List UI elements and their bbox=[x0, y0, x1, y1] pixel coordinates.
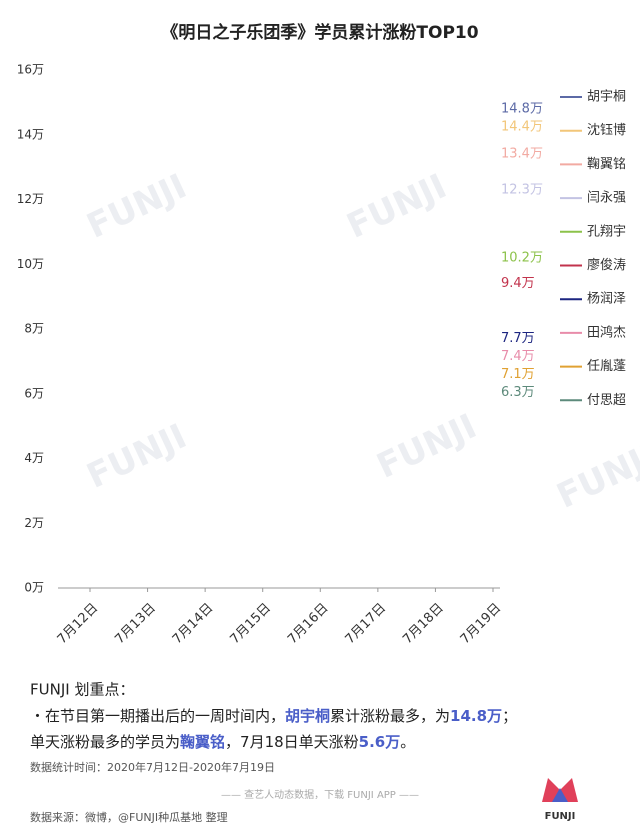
x-tick-label: 7月12日 bbox=[55, 601, 102, 648]
watermark: FUNJI bbox=[81, 416, 193, 496]
notes-text: 。 bbox=[400, 733, 415, 751]
y-tick-label: 14万 bbox=[17, 127, 44, 141]
x-tick-label: 7月13日 bbox=[112, 601, 159, 648]
y-tick-label: 16万 bbox=[17, 63, 44, 77]
x-tick-label: 7月18日 bbox=[400, 601, 447, 648]
value-label: 12.3万 bbox=[501, 182, 543, 197]
x-tick-label: 7月17日 bbox=[343, 601, 390, 648]
value-label: 7.7万 bbox=[501, 331, 535, 346]
value-label: 14.8万 bbox=[501, 101, 543, 116]
watermark: FUNJI bbox=[551, 436, 640, 516]
notes-text: ； bbox=[502, 707, 517, 725]
legend-label: 沈钰博 bbox=[587, 123, 626, 138]
highlight: 鞠翼铭 bbox=[180, 733, 225, 751]
notes-source: 数据来源：微博，@FUNJI种瓜基地 整理 bbox=[30, 810, 228, 824]
notes-text: ，7月18日单天涨粉 bbox=[225, 733, 359, 751]
notes-text: 单天涨粉最多的学员为 bbox=[30, 733, 180, 751]
x-tick-label: 7月15日 bbox=[227, 601, 274, 648]
legend-label: 田鸿杰 bbox=[587, 324, 626, 340]
watermarks: FUNJI FUNJI FUNJI FUNJI FUNJI bbox=[81, 166, 640, 516]
highlight: 5.6万 bbox=[359, 733, 401, 751]
y-tick-label: 10万 bbox=[17, 257, 44, 271]
legend-label: 鞠翼铭 bbox=[587, 157, 626, 172]
y-tick-label: 8万 bbox=[24, 322, 44, 336]
highlight: 14.8万 bbox=[450, 707, 502, 725]
value-label: 7.4万 bbox=[501, 349, 535, 364]
logo-text: FUNJI bbox=[545, 811, 576, 822]
legend-label: 闫永强 bbox=[587, 191, 626, 206]
logo-icon bbox=[552, 788, 568, 802]
value-label: 7.1万 bbox=[501, 367, 535, 382]
watermark: FUNJI bbox=[81, 166, 193, 246]
y-tick-label: 6万 bbox=[24, 386, 44, 400]
legend-label: 付思超 bbox=[587, 393, 626, 408]
notes-heading: FUNJI 划重点： bbox=[30, 681, 134, 699]
notes-line: ・在节目第一期播出后的一周时间内，胡宇桐累计涨粉最多，为14.8万； bbox=[30, 707, 517, 725]
y-tick-label: 0万 bbox=[24, 581, 44, 595]
notes-text: ・在节目第一期播出后的一周时间内， bbox=[30, 707, 285, 725]
legend-label: 孔翔宇 bbox=[587, 224, 626, 239]
notes-line: 单天涨粉最多的学员为鞠翼铭，7月18日单天涨粉5.6万。 bbox=[30, 733, 415, 751]
y-tick-label: 4万 bbox=[24, 451, 44, 465]
legend-label: 任胤蓬 bbox=[587, 358, 626, 374]
watermark: FUNJI bbox=[371, 406, 483, 486]
value-label: 10.2万 bbox=[501, 250, 543, 265]
highlight: 胡宇桐 bbox=[285, 707, 330, 725]
watermark: FUNJI bbox=[341, 166, 453, 246]
legend-label: 廖俊涛 bbox=[587, 257, 626, 273]
notes-text: 累计涨粉最多，为 bbox=[330, 707, 450, 725]
y-tick-label: 2万 bbox=[24, 516, 44, 530]
y-tick-label: 12万 bbox=[17, 192, 44, 206]
value-label: 14.4万 bbox=[501, 119, 543, 134]
legend-label: 杨润泽 bbox=[587, 292, 626, 307]
notes-promo: —— 查艺人动态数据，下载 FUNJI APP —— bbox=[221, 788, 419, 801]
notes-period: 数据统计时间：2020年7月12日-2020年7月19日 bbox=[30, 760, 275, 774]
x-tick-label: 7月14日 bbox=[170, 601, 217, 648]
value-label: 13.4万 bbox=[501, 147, 543, 162]
x-tick-label: 7月16日 bbox=[285, 601, 332, 648]
x-tick-label: 7月19日 bbox=[458, 601, 505, 648]
chart-title: 《明日之子乐团季》学员累计涨粉TOP10 bbox=[161, 22, 478, 43]
legend-label: 胡宇桐 bbox=[587, 90, 626, 105]
logo: FUNJI bbox=[542, 778, 578, 822]
value-label: 6.3万 bbox=[501, 385, 535, 400]
value-label: 9.4万 bbox=[501, 276, 535, 291]
